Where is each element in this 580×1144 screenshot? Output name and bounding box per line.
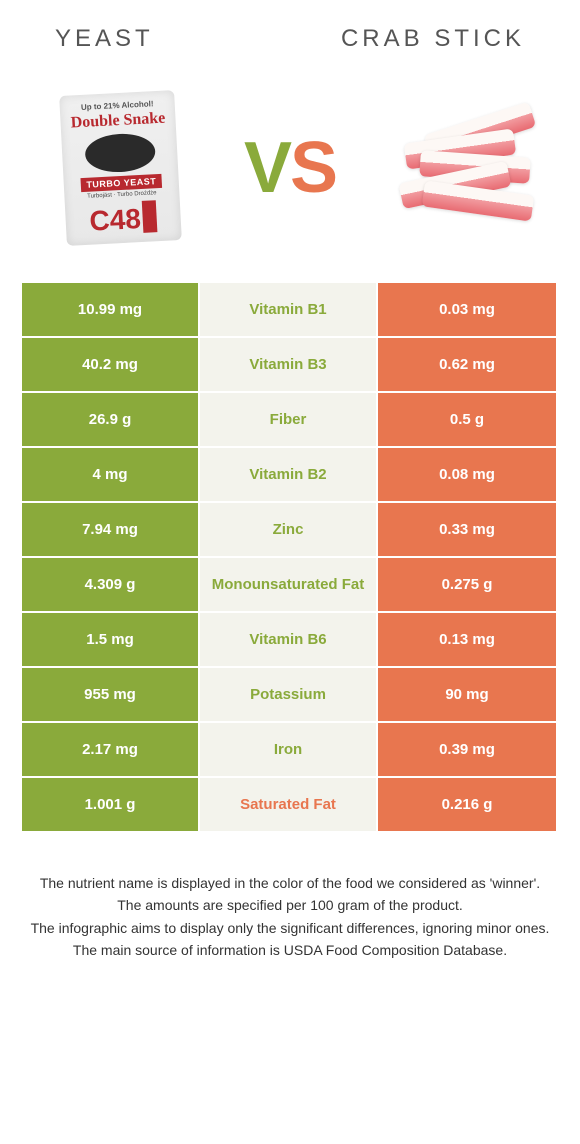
left-food-title: Yeast <box>55 25 154 53</box>
footnote-line: The amounts are specified per 100 gram o… <box>30 895 550 915</box>
footnote-line: The infographic aims to display only the… <box>30 918 550 938</box>
left-value: 1.5 mg <box>22 613 200 666</box>
table-row: 7.94 mgZinc0.33 mg <box>22 503 558 558</box>
header: Yeast Crab stick <box>0 0 580 63</box>
left-value: 26.9 g <box>22 393 200 446</box>
left-value: 40.2 mg <box>22 338 200 391</box>
table-row: 1.001 gSaturated Fat0.216 g <box>22 778 558 833</box>
table-row: 955 mgPotassium90 mg <box>22 668 558 723</box>
table-row: 4.309 gMonounsaturated Fat0.275 g <box>22 558 558 613</box>
right-value: 0.62 mg <box>378 338 556 391</box>
nutrient-name: Zinc <box>200 503 378 556</box>
right-value: 90 mg <box>378 668 556 721</box>
left-value: 2.17 mg <box>22 723 200 776</box>
table-row: 2.17 mgIron0.39 mg <box>22 723 558 778</box>
nutrient-name: Fiber <box>200 393 378 446</box>
vs-label: VS <box>244 127 336 209</box>
yeast-image: Up to 21% Alcohol! Double Snake TURBO YE… <box>45 93 195 243</box>
crab-sticks-icon <box>385 108 535 228</box>
right-food-title: Crab stick <box>341 25 525 53</box>
nutrient-name: Vitamin B6 <box>200 613 378 666</box>
comparison-infographic: Yeast Crab stick Up to 21% Alcohol! Doub… <box>0 0 580 960</box>
left-value: 10.99 mg <box>22 283 200 336</box>
right-value: 0.03 mg <box>378 283 556 336</box>
left-value: 955 mg <box>22 668 200 721</box>
footnote-line: The main source of information is USDA F… <box>30 940 550 960</box>
nutrient-name: Vitamin B3 <box>200 338 378 391</box>
right-value: 0.33 mg <box>378 503 556 556</box>
table-row: 1.5 mgVitamin B60.13 mg <box>22 613 558 668</box>
right-value: 0.5 g <box>378 393 556 446</box>
yeast-packet-icon: Up to 21% Alcohol! Double Snake TURBO YE… <box>59 90 182 246</box>
table-row: 10.99 mgVitamin B10.03 mg <box>22 283 558 338</box>
nutrient-name: Iron <box>200 723 378 776</box>
right-value: 0.275 g <box>378 558 556 611</box>
right-value: 0.216 g <box>378 778 556 831</box>
table-row: 4 mgVitamin B20.08 mg <box>22 448 558 503</box>
nutrient-name: Vitamin B1 <box>200 283 378 336</box>
left-value: 7.94 mg <box>22 503 200 556</box>
footnote-line: The nutrient name is displayed in the co… <box>30 873 550 893</box>
table-row: 26.9 gFiber0.5 g <box>22 393 558 448</box>
left-value: 4.309 g <box>22 558 200 611</box>
nutrient-name: Potassium <box>200 668 378 721</box>
footnotes: The nutrient name is displayed in the co… <box>0 833 580 960</box>
crab-stick-image <box>385 93 535 243</box>
left-value: 1.001 g <box>22 778 200 831</box>
nutrient-name: Saturated Fat <box>200 778 378 831</box>
nutrient-name: Vitamin B2 <box>200 448 378 501</box>
right-value: 0.39 mg <box>378 723 556 776</box>
right-value: 0.08 mg <box>378 448 556 501</box>
nutrient-name: Monounsaturated Fat <box>200 558 378 611</box>
nutrient-table: 10.99 mgVitamin B10.03 mg40.2 mgVitamin … <box>22 283 558 833</box>
images-row: Up to 21% Alcohol! Double Snake TURBO YE… <box>0 63 580 283</box>
left-value: 4 mg <box>22 448 200 501</box>
table-row: 40.2 mgVitamin B30.62 mg <box>22 338 558 393</box>
right-value: 0.13 mg <box>378 613 556 666</box>
